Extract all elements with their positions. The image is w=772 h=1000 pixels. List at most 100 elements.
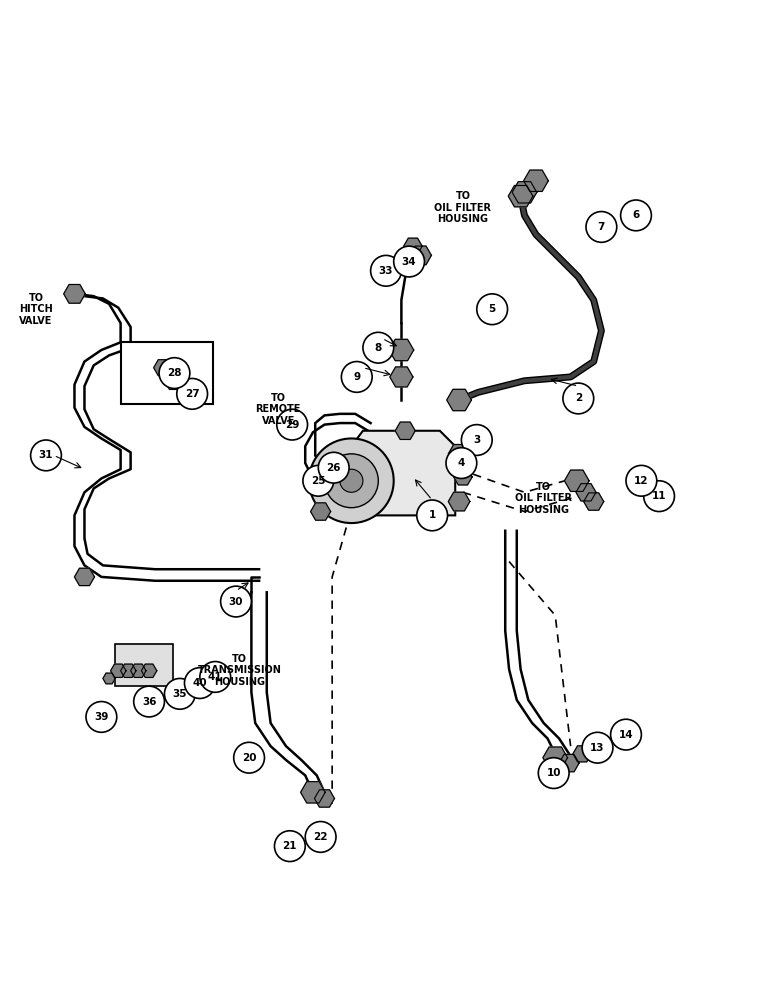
Text: 20: 20: [242, 753, 256, 763]
Polygon shape: [512, 182, 537, 203]
Polygon shape: [389, 339, 414, 361]
Circle shape: [563, 383, 594, 414]
Circle shape: [611, 719, 642, 750]
Text: 39: 39: [94, 712, 109, 722]
Text: 25: 25: [311, 476, 326, 486]
Text: TO
OIL FILTER
HOUSING: TO OIL FILTER HOUSING: [435, 191, 492, 224]
Circle shape: [446, 448, 477, 478]
Text: 12: 12: [634, 476, 648, 486]
Polygon shape: [310, 503, 330, 520]
Text: 41: 41: [208, 672, 222, 682]
Circle shape: [363, 332, 394, 363]
Polygon shape: [584, 493, 604, 510]
Circle shape: [394, 246, 425, 277]
Circle shape: [159, 358, 190, 388]
Text: TO
TRANSMISSION
HOUSING: TO TRANSMISSION HOUSING: [198, 654, 282, 687]
Circle shape: [164, 678, 195, 709]
Text: 6: 6: [632, 210, 640, 220]
Circle shape: [538, 758, 569, 788]
Circle shape: [462, 425, 493, 455]
Polygon shape: [120, 664, 136, 677]
Circle shape: [582, 732, 613, 763]
Polygon shape: [404, 238, 422, 254]
Polygon shape: [559, 754, 579, 772]
Text: 28: 28: [168, 368, 181, 378]
Circle shape: [305, 822, 336, 852]
Circle shape: [341, 362, 372, 392]
Polygon shape: [564, 470, 589, 491]
Text: 13: 13: [591, 743, 604, 753]
Circle shape: [185, 668, 215, 698]
Circle shape: [318, 452, 349, 483]
Polygon shape: [154, 360, 172, 376]
Circle shape: [221, 586, 252, 617]
Text: 34: 34: [401, 257, 416, 267]
Polygon shape: [449, 492, 470, 511]
Circle shape: [371, 255, 401, 286]
Text: 4: 4: [458, 458, 465, 468]
Polygon shape: [454, 469, 472, 485]
Circle shape: [340, 469, 363, 492]
Circle shape: [626, 465, 657, 496]
Circle shape: [303, 465, 334, 496]
Polygon shape: [164, 372, 185, 389]
Text: 29: 29: [285, 420, 300, 430]
Circle shape: [417, 500, 448, 531]
Text: 3: 3: [473, 435, 480, 445]
Text: 1: 1: [428, 510, 435, 520]
Text: 10: 10: [547, 768, 561, 778]
Circle shape: [277, 409, 307, 440]
Text: 30: 30: [229, 597, 243, 607]
Circle shape: [134, 686, 164, 717]
Polygon shape: [508, 185, 533, 207]
Polygon shape: [64, 285, 85, 303]
Text: 5: 5: [489, 304, 496, 314]
Text: 11: 11: [652, 491, 666, 501]
Polygon shape: [447, 389, 472, 411]
Circle shape: [621, 200, 652, 231]
Text: 7: 7: [598, 222, 605, 232]
Circle shape: [324, 454, 378, 508]
Polygon shape: [543, 747, 567, 768]
Polygon shape: [410, 246, 432, 265]
Polygon shape: [141, 664, 157, 677]
Polygon shape: [110, 664, 126, 677]
Text: TO
REMOTE
VALVE: TO REMOTE VALVE: [256, 393, 301, 426]
Circle shape: [31, 440, 62, 471]
Text: 31: 31: [39, 450, 53, 460]
Polygon shape: [449, 445, 470, 463]
Text: TO
OIL FILTER
HOUSING: TO OIL FILTER HOUSING: [515, 482, 572, 515]
Text: TO
HITCH
VALVE: TO HITCH VALVE: [19, 293, 52, 326]
Circle shape: [86, 702, 117, 732]
Text: 40: 40: [192, 678, 207, 688]
Circle shape: [275, 831, 305, 862]
Polygon shape: [576, 484, 596, 501]
Circle shape: [200, 662, 231, 692]
Text: 33: 33: [379, 266, 393, 276]
Text: 35: 35: [173, 689, 187, 699]
Polygon shape: [390, 367, 413, 387]
Text: 27: 27: [185, 389, 199, 399]
Polygon shape: [351, 431, 455, 515]
Polygon shape: [523, 170, 548, 191]
Circle shape: [477, 294, 507, 325]
Polygon shape: [74, 568, 94, 586]
Text: 8: 8: [374, 343, 382, 353]
Bar: [120, 342, 213, 404]
Text: 22: 22: [313, 832, 328, 842]
Polygon shape: [395, 422, 415, 439]
Text: 36: 36: [142, 697, 156, 707]
Polygon shape: [573, 746, 591, 762]
Circle shape: [234, 742, 265, 773]
Text: 21: 21: [283, 841, 297, 851]
Text: 2: 2: [574, 393, 582, 403]
Text: 14: 14: [618, 730, 633, 740]
Circle shape: [177, 378, 208, 409]
Circle shape: [586, 212, 617, 242]
Text: 9: 9: [354, 372, 361, 382]
Text: 26: 26: [327, 463, 341, 473]
Circle shape: [309, 438, 394, 523]
Polygon shape: [103, 673, 115, 684]
Polygon shape: [314, 790, 334, 807]
Circle shape: [644, 481, 675, 512]
